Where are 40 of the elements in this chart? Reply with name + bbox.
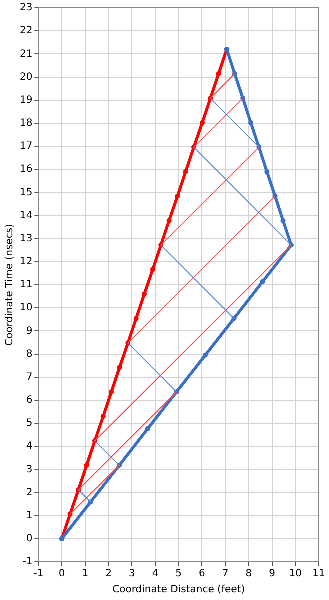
y-tick-label: 15 — [20, 187, 33, 198]
x-tick-label: 10 — [289, 568, 302, 580]
y-tick-label: 17 — [20, 141, 33, 152]
y-tick-label: 3 — [26, 464, 33, 476]
y-tick-label: 8 — [26, 348, 33, 360]
y-tick-label: 11 — [20, 280, 33, 291]
y-tick-label: 9 — [26, 326, 33, 337]
y-tick-label: 16 — [20, 164, 33, 176]
x-tick-label: 5 — [176, 568, 182, 580]
y-tick-label: 2 — [26, 487, 33, 498]
y-tick-label: 14 — [20, 210, 33, 222]
x-tick-label: 2 — [106, 568, 112, 580]
x-tick-label: 1 — [82, 568, 89, 580]
y-tick-label: 18 — [20, 118, 33, 130]
x-tick-label: 8 — [246, 568, 252, 580]
x-tick-label: -1 — [34, 568, 44, 580]
x-tick-label: 3 — [128, 568, 136, 580]
x-tick-label: 4 — [152, 568, 159, 580]
y-tick-label: 22 — [20, 26, 33, 37]
y-tick-label: 7 — [26, 372, 33, 383]
y-tick-label: 4 — [26, 441, 33, 452]
x-tick-label: 7 — [222, 568, 229, 580]
y-axis-title: Coordinate Time (nsecs) — [4, 224, 16, 346]
y-tick-label: 23 — [20, 2, 33, 14]
y-tick-label: 20 — [20, 72, 33, 83]
x-tick-label: 6 — [199, 568, 206, 580]
y-tick-label: 6 — [26, 395, 33, 406]
x-tick-label: 11 — [312, 568, 326, 580]
y-tick-label: 13 — [20, 233, 33, 244]
y-tick-label: 21 — [20, 48, 33, 60]
y-tick-label: 12 — [20, 256, 33, 268]
x-tick-label: 9 — [269, 568, 276, 580]
y-tick-label: 1 — [26, 510, 33, 522]
x-tick-label: 0 — [58, 568, 66, 580]
y-tick-label: 19 — [20, 94, 33, 106]
y-tick-label: 10 — [20, 302, 33, 314]
x-axis-title: Coordinate Distance (feet) — [112, 584, 246, 596]
y-tick-label: -1 — [22, 556, 33, 568]
y-tick-label: 0 — [26, 534, 33, 545]
y-tick-label: 5 — [26, 418, 33, 430]
